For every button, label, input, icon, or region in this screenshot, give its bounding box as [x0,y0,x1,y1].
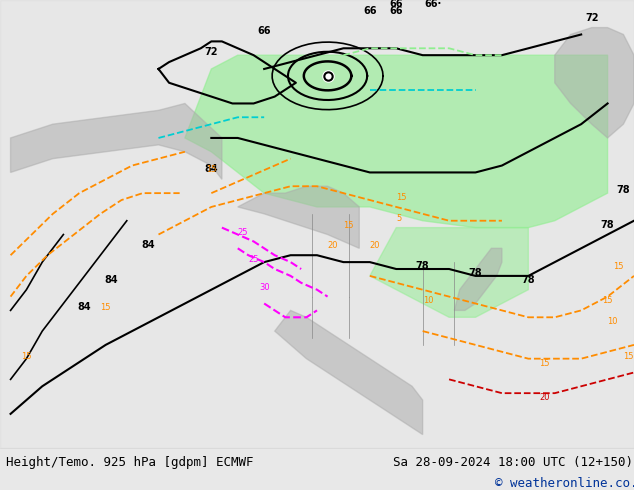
Text: 66·: 66· [425,0,442,9]
Text: 20: 20 [539,393,550,402]
Polygon shape [11,103,222,179]
Text: 84: 84 [205,165,218,174]
Text: 10: 10 [607,317,618,326]
Text: 15: 15 [206,166,217,174]
Text: 25: 25 [238,227,249,237]
Text: 66: 66 [257,26,271,36]
Text: 66: 66 [389,0,403,9]
Text: 66: 66 [363,6,377,16]
Text: Sa 28-09-2024 18:00 UTC (12+150): Sa 28-09-2024 18:00 UTC (12+150) [393,456,633,469]
Polygon shape [455,248,502,310]
Polygon shape [555,27,634,138]
Text: 15: 15 [344,220,354,230]
Text: 78: 78 [617,185,630,195]
Text: 78: 78 [469,268,482,278]
Text: 15: 15 [623,352,634,361]
Text: Height/Temo. 925 hPa [gdpm] ECMWF: Height/Temo. 925 hPa [gdpm] ECMWF [6,456,254,469]
Text: 78: 78 [522,275,535,285]
Text: 20: 20 [328,241,338,250]
Text: 66: 66 [389,6,403,16]
Text: 84: 84 [78,302,91,313]
Text: © weatheronline.co.uk: © weatheronline.co.uk [495,477,634,490]
Text: 15: 15 [100,303,111,313]
Text: 15: 15 [613,262,623,271]
Text: 20: 20 [370,241,380,250]
Polygon shape [370,228,528,318]
Text: 15: 15 [539,359,550,368]
Text: 15: 15 [396,193,407,202]
Text: 15: 15 [602,296,613,305]
Text: 84: 84 [104,275,118,285]
Text: 10: 10 [423,296,433,305]
Text: 78: 78 [601,220,614,230]
Text: 72: 72 [585,13,598,23]
Polygon shape [275,310,423,435]
Text: 84: 84 [141,240,155,250]
Text: 15: 15 [21,352,32,361]
Text: 30: 30 [259,283,269,292]
Polygon shape [238,186,359,248]
Text: 5: 5 [396,214,401,223]
Text: 72: 72 [205,47,218,57]
Polygon shape [185,55,607,228]
Text: 78: 78 [416,261,429,271]
Text: 25: 25 [249,255,259,264]
